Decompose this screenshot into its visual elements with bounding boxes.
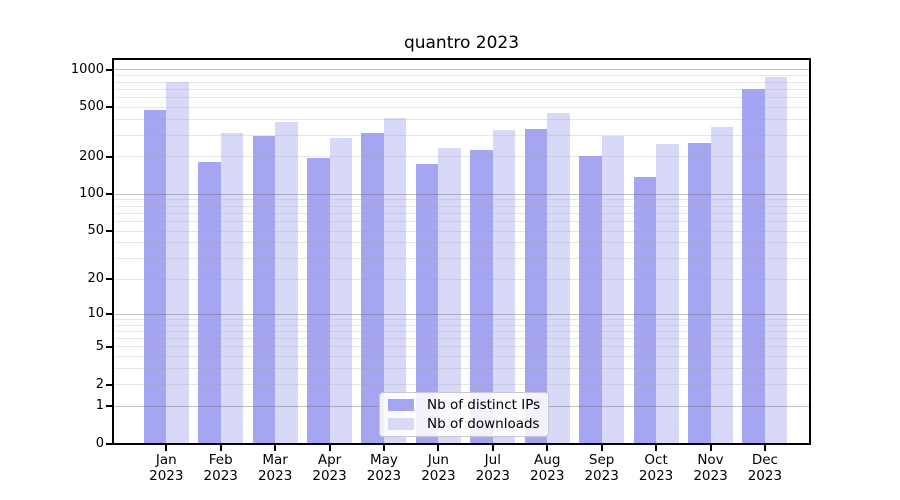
x-tick-label: Feb 2023	[203, 452, 238, 484]
x-axis-tick	[219, 445, 222, 451]
y-tick-label: 10	[87, 306, 104, 322]
y-axis-tick	[106, 345, 112, 348]
x-tick-label: Jul 2023	[475, 452, 510, 484]
x-axis-tick	[274, 445, 277, 451]
bar-may-downloads	[383, 117, 407, 444]
bar-oct-downloads	[656, 143, 679, 444]
chart-title: quantro 2023	[403, 33, 520, 53]
y-tick-label: 1000	[70, 61, 104, 77]
y-axis-tick	[106, 313, 112, 316]
x-tick-label: Aug 2023	[530, 452, 565, 484]
x-tick-label: Dec 2023	[747, 452, 783, 484]
y-axis-tick	[106, 106, 112, 109]
bar-jan-downloads	[166, 82, 189, 444]
y-axis-tick	[106, 193, 112, 196]
bar-jul-downloads	[492, 129, 516, 444]
bar-sep-downloads	[601, 136, 625, 444]
legend-swatch-distinct-ips	[388, 399, 414, 411]
bar-sep-distinct-ips	[579, 155, 602, 444]
bar-oct-distinct-ips	[633, 176, 657, 444]
x-tick-label: Nov 2023	[693, 452, 728, 484]
y-tick-label: 500	[79, 99, 104, 115]
bar-apr-downloads	[329, 138, 353, 444]
bar-feb-distinct-ips	[198, 161, 221, 444]
y-axis-tick	[106, 443, 112, 445]
x-axis-tick	[546, 445, 549, 451]
y-axis-tick	[106, 383, 112, 386]
bar-mar-downloads	[275, 121, 298, 444]
x-tick-label: Apr 2023	[312, 452, 347, 484]
bar-jun-distinct-ips	[415, 164, 439, 444]
y-axis-tick	[106, 405, 112, 408]
x-axis-tick	[165, 445, 168, 451]
x-axis-tick	[600, 445, 603, 451]
bar-jan-distinct-ips	[143, 109, 167, 444]
y-axis-tick	[106, 230, 112, 233]
legend-row: Nb of downloads	[388, 416, 540, 432]
x-tick-label: Jun 2023	[421, 452, 456, 484]
y-axis-tick	[106, 155, 112, 158]
bar-dec-distinct-ips	[742, 89, 765, 444]
x-tick-label: May 2023	[366, 452, 402, 484]
y-tick-label: 20	[87, 271, 104, 287]
x-tick-label: Mar 2023	[257, 452, 293, 484]
legend-label: Nb of downloads	[427, 416, 540, 432]
bar-feb-downloads	[220, 133, 244, 444]
y-tick-label: 100	[79, 186, 104, 202]
legend-swatch-downloads	[388, 418, 414, 430]
bar-aug-downloads	[547, 112, 570, 444]
y-tick-label: 200	[79, 148, 104, 164]
bar-dec-downloads	[764, 77, 788, 444]
bar-jul-distinct-ips	[470, 149, 493, 444]
x-tick-label: Sep 2023	[584, 452, 619, 484]
y-axis-tick	[106, 278, 112, 281]
y-tick-label: 50	[87, 223, 104, 239]
bar-aug-distinct-ips	[524, 128, 548, 444]
y-tick-label: 5	[95, 338, 104, 354]
x-axis-tick	[709, 445, 712, 451]
legend-row: Nb of distinct IPs	[388, 397, 540, 413]
bar-nov-distinct-ips	[688, 143, 711, 444]
y-tick-label: 2	[95, 376, 104, 392]
legend: Nb of distinct IPs Nb of downloads	[379, 392, 549, 437]
x-tick-label: Oct 2023	[638, 452, 674, 484]
y-axis-tick	[106, 68, 112, 71]
x-tick-label: Jan 2023	[149, 452, 184, 484]
x-axis-tick	[655, 445, 658, 451]
x-axis-tick	[763, 445, 766, 451]
x-axis-tick	[437, 445, 440, 451]
x-axis-tick	[328, 445, 331, 451]
y-tick-label: 1	[95, 398, 104, 414]
bar-apr-distinct-ips	[307, 157, 330, 444]
bar-mar-distinct-ips	[252, 135, 276, 444]
bar-nov-downloads	[710, 126, 733, 444]
bar-jun-downloads	[438, 147, 461, 444]
bar-may-distinct-ips	[361, 132, 384, 444]
x-axis-tick	[491, 445, 494, 451]
y-tick-label: 0	[95, 436, 104, 451]
legend-label: Nb of distinct IPs	[427, 397, 541, 413]
x-axis-tick	[382, 445, 385, 451]
